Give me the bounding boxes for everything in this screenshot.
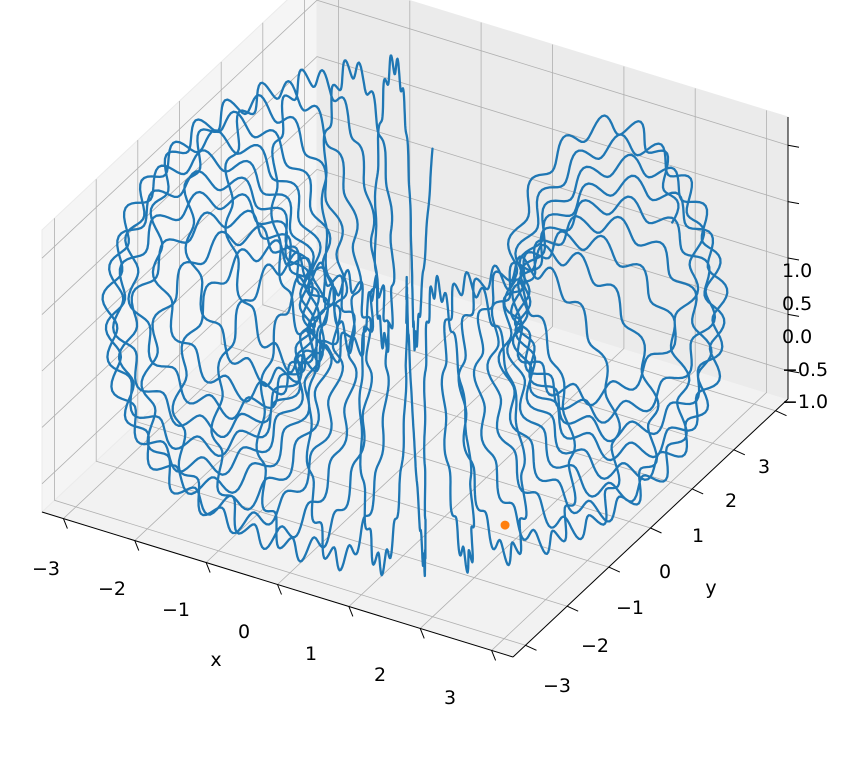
x-tick (205, 562, 211, 573)
tick-marks (62, 144, 800, 661)
y-tick-label: 0 (659, 561, 671, 583)
y-tick (650, 527, 662, 534)
x-tick-labels: −3 −2 −1 0 1 2 3 (32, 558, 456, 709)
z-tick-label: 0.0 (782, 326, 812, 348)
x-grid-line (491, 110, 767, 651)
x-tick (277, 584, 282, 595)
z-tick (787, 370, 800, 374)
x-tick (62, 518, 68, 529)
y-grid-line (137, 140, 609, 568)
x-tick-label: −1 (162, 599, 190, 621)
x-grid-line (134, 0, 411, 541)
x-grid-line (348, 66, 625, 607)
z-tick (787, 313, 800, 317)
y-grid-line (95, 179, 568, 607)
y-tick (525, 644, 537, 651)
z-tick-label: 0.5 (782, 293, 812, 315)
y-tick-label: 2 (725, 490, 737, 512)
z-tick (787, 257, 800, 261)
x-tick (419, 628, 425, 639)
x-tick-label: 0 (238, 621, 250, 643)
x-grid-line (205, 22, 482, 563)
z-tick-label: −1.0 (782, 391, 828, 413)
x-tick-label: 1 (305, 643, 317, 665)
y-tick-label: −3 (543, 675, 571, 697)
x-tick (491, 650, 497, 661)
y-tick-label: 3 (758, 456, 770, 478)
x-tick-label: −3 (32, 558, 60, 580)
x-tick-label: 3 (444, 687, 456, 709)
z-tick-labels: −1.0 −0.5 0.0 0.5 1.0 (782, 260, 828, 413)
y-tick-label: −1 (616, 597, 644, 619)
marker-point (500, 520, 510, 530)
y-tick-labels: −3 −2 −1 0 1 2 3 (543, 456, 770, 697)
plot-area (101, 54, 729, 578)
y-tick (608, 566, 621, 573)
z-tick (787, 144, 800, 148)
y-tick-label: 1 (692, 525, 704, 547)
x-grid-line (277, 44, 553, 585)
z-tick-label: −0.5 (782, 359, 828, 381)
y-axis-label: y (705, 577, 716, 599)
z-tick (787, 201, 800, 205)
x-axis-label: x (210, 649, 221, 671)
z-tick-label: 1.0 (782, 260, 812, 282)
z-grid-line (41, 0, 789, 259)
y-tick (566, 605, 579, 612)
y-grid-line (220, 61, 693, 490)
y-tick (775, 410, 787, 417)
x-tick-label: 2 (374, 664, 386, 686)
y-tick-label: −2 (581, 635, 609, 657)
z-grid-line (41, 225, 789, 485)
x-tick (134, 540, 140, 551)
x-tick (348, 606, 354, 617)
y-grid-line (304, 0, 776, 412)
y-tick (691, 488, 704, 495)
x-tick-label: −2 (98, 578, 126, 600)
y-tick (733, 449, 746, 456)
y-grid-line (54, 218, 526, 646)
coil-line (101, 54, 729, 578)
